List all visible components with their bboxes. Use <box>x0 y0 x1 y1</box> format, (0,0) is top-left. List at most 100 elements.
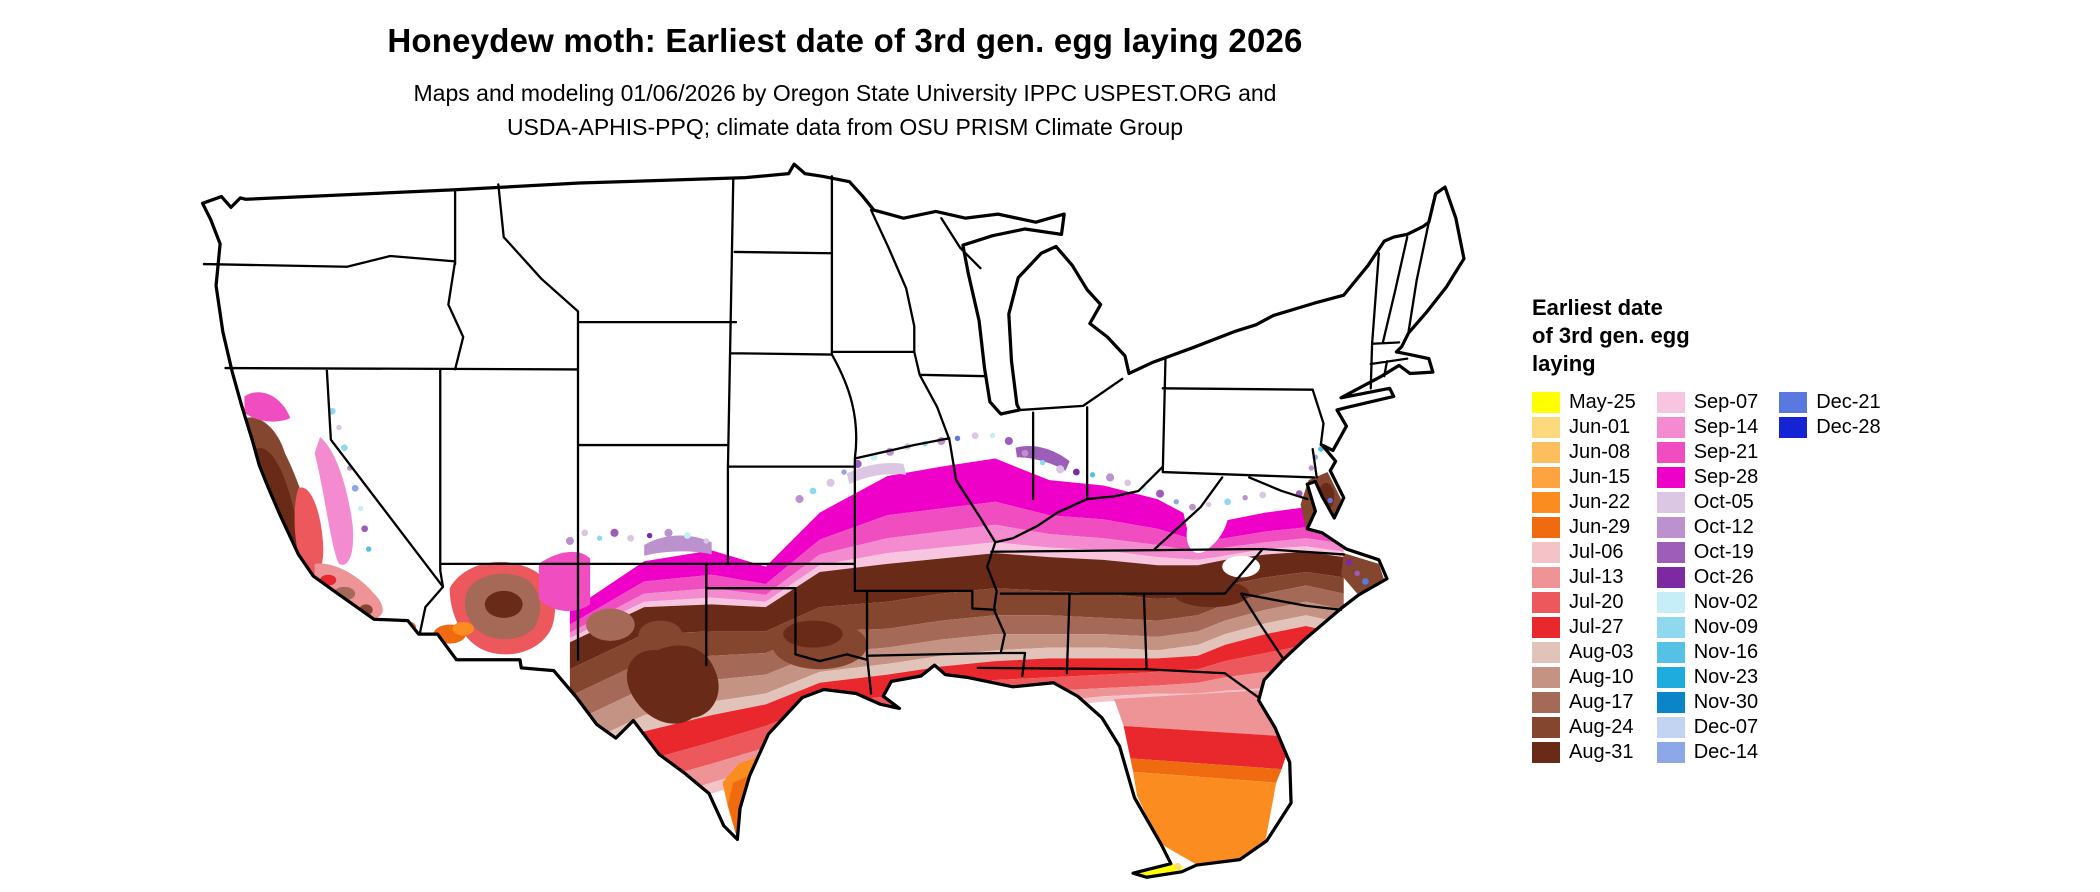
legend-item: Jun-08 <box>1532 440 1636 465</box>
legend-column-2: Sep-07 Sep-14 Sep-21 Sep-28 <box>1656 390 1759 765</box>
legend-label: Sep-21 <box>1693 441 1759 463</box>
legend-label: Nov-23 <box>1693 666 1759 688</box>
legend-column-3: Dec-21 Dec-28 <box>1779 390 1881 440</box>
subtitle-line-2: USDA-APHIS-PPQ; climate data from OSU PR… <box>506 114 1184 140</box>
legend: Earliest date of 3rd gen. egg laying May… <box>1532 294 1902 765</box>
legend-swatch <box>1656 717 1685 738</box>
legend-item: Sep-21 <box>1656 440 1759 465</box>
legend-swatch <box>1656 742 1685 763</box>
legend-title: Earliest date of 3rd gen. egg laying <box>1532 295 1690 376</box>
legend-label: Jun-22 <box>1569 491 1631 513</box>
legend-item: Oct-12 <box>1656 515 1759 540</box>
legend-swatch <box>1656 567 1685 588</box>
legend-item: Dec-07 <box>1656 715 1759 740</box>
legend-label: May-25 <box>1569 391 1636 413</box>
legend-item: Sep-14 <box>1656 415 1759 440</box>
legend-item: Aug-24 <box>1532 715 1636 740</box>
legend-swatch <box>1656 467 1685 488</box>
legend-swatch <box>1656 617 1685 638</box>
legend-swatch <box>1532 392 1560 413</box>
subtitle-line-1: Maps and modeling 01/06/2026 by Oregon S… <box>413 80 1277 106</box>
legend-swatch <box>1656 592 1685 613</box>
legend-item: Nov-23 <box>1656 665 1759 690</box>
florida-red <box>1123 725 1293 770</box>
legend-label: Jul-06 <box>1569 541 1624 563</box>
legend-item: Jun-15 <box>1532 465 1636 490</box>
legend-label: Aug-03 <box>1569 641 1634 663</box>
ca-south-magenta <box>298 585 337 623</box>
page-title: Honeydew moth: Earliest date of 3rd gen.… <box>387 22 1303 59</box>
legend-label: Dec-07 <box>1693 716 1759 738</box>
state-borders <box>202 175 1430 699</box>
smokies-white <box>1222 555 1261 578</box>
legend-item: Oct-19 <box>1656 540 1759 565</box>
legend-swatch <box>1532 592 1560 613</box>
legend-swatch <box>1532 692 1560 713</box>
legend-item: Jul-06 <box>1532 540 1636 565</box>
legend-swatch <box>1656 692 1685 713</box>
legend-swatch <box>1656 417 1685 438</box>
tx-hillcountry-dark <box>783 620 843 648</box>
band-aug-10 <box>569 601 1344 751</box>
legend-swatch <box>1532 642 1560 663</box>
legend-item: Aug-31 <box>1532 740 1636 765</box>
ca-north-magenta <box>244 392 291 422</box>
nm-brown-patch <box>586 608 635 641</box>
band-sep-21 <box>569 501 1344 633</box>
speckles-oct-19 <box>361 436 1360 577</box>
florida-keys-jun01 <box>1174 863 1182 870</box>
legend-item: May-25 <box>1532 390 1636 415</box>
legend-item: Jul-20 <box>1532 590 1636 615</box>
legend-item: Jun-01 <box>1532 415 1636 440</box>
legend-label: Nov-09 <box>1693 616 1759 638</box>
header: Honeydew moth: Earliest date of 3rd gen.… <box>0 22 1690 144</box>
legend-swatch <box>1779 392 1808 413</box>
us-choropleth-map <box>185 158 1495 882</box>
legend-label: Oct-12 <box>1693 516 1754 538</box>
legend-label: Jun-01 <box>1569 416 1631 438</box>
legend-label: Dec-14 <box>1693 741 1759 763</box>
ca-valley-red <box>294 487 324 577</box>
legend-swatch <box>1656 517 1685 538</box>
legend-item: Jul-13 <box>1532 565 1636 590</box>
nm-brown-patch-2 <box>638 620 682 648</box>
legend-swatch <box>1532 617 1560 638</box>
legend-item: Dec-21 <box>1779 390 1881 415</box>
legend-item: Nov-30 <box>1656 690 1759 715</box>
legend-swatch <box>1656 667 1685 688</box>
legend-item: Sep-07 <box>1656 390 1758 415</box>
legend-label: Jul-20 <box>1569 591 1624 613</box>
legend-swatch <box>1532 467 1560 488</box>
legend-label: Jun-15 <box>1569 466 1631 488</box>
legend-item: Oct-26 <box>1656 565 1759 590</box>
legend-swatch <box>1532 567 1560 588</box>
legend-swatch <box>1656 542 1685 563</box>
legend-label: Nov-02 <box>1693 591 1759 613</box>
legend-item: Jun-22 <box>1532 490 1636 515</box>
legend-label: Jul-27 <box>1569 616 1624 638</box>
legend-label: Aug-31 <box>1569 741 1634 763</box>
appalachia-white-wedge <box>1181 477 1230 554</box>
legend-swatch <box>1532 717 1560 738</box>
west-texas-darkbrown <box>626 645 719 724</box>
legend-label: Oct-05 <box>1693 491 1754 513</box>
us-outline-stroke <box>200 162 1466 879</box>
legend-swatch <box>1532 492 1560 513</box>
legend-label: Dec-21 <box>1816 391 1881 413</box>
legend-label: Sep-14 <box>1693 416 1759 438</box>
florida-deep-orange <box>1130 758 1282 783</box>
band-sep-07 <box>569 542 1344 643</box>
legend-item: Aug-03 <box>1532 640 1636 665</box>
legend-item: Oct-05 <box>1656 490 1759 515</box>
legend-item: Aug-17 <box>1532 690 1636 715</box>
legend-item: Dec-14 <box>1656 740 1759 765</box>
legend-label: Aug-17 <box>1569 691 1634 713</box>
legend-item: Jul-27 <box>1532 615 1636 640</box>
legend-label: Nov-16 <box>1693 641 1759 663</box>
legend-item: Nov-09 <box>1656 615 1759 640</box>
band-sep-28 <box>569 458 1344 625</box>
legend-swatch <box>1532 742 1560 763</box>
legend-label: Dec-28 <box>1816 416 1881 438</box>
az-sw-orange-2 <box>452 621 475 636</box>
legend-label: Oct-26 <box>1693 566 1754 588</box>
